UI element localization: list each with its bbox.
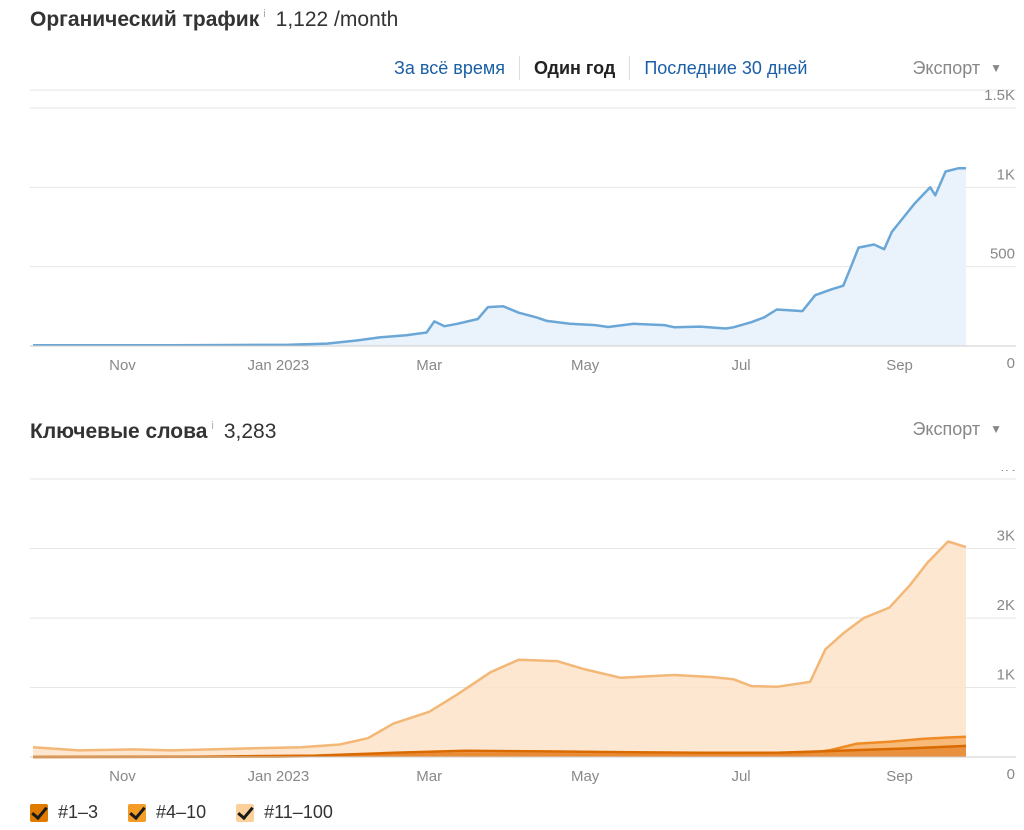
y-tick-label: 3K [997,528,1015,545]
checkbox-icon[interactable] [30,803,48,822]
y-tick-label: 2K [997,597,1015,614]
export-label: Экспорт [912,58,981,78]
traffic-info-icon[interactable]: i [263,8,266,20]
keywords-info-icon[interactable]: i [211,420,214,432]
keywords-title: Ключевые слова [30,420,208,443]
x-tick-label: Jul [731,768,750,785]
x-tick-label: Nov [109,357,136,374]
x-tick-label: May [571,768,600,785]
x-tick-label: Nov [109,768,136,785]
keywords-title-row: Ключевые слова i 3,283 [30,420,276,444]
tab-one-year[interactable]: Один год [533,58,616,78]
y-tick-label: 0 [1007,355,1015,372]
x-tick-label: Jan 2023 [248,357,310,374]
traffic-chart: 0 500 1K 1.5K Nov Jan 2023 Mar May Jul Sep [30,87,1016,374]
x-tick-label: May [571,357,600,374]
tab-divider [629,56,631,80]
legend-item-top10[interactable]: #4–10 [128,802,206,823]
checkbox-icon[interactable] [236,803,255,822]
legend-label: #4–10 [156,802,207,822]
series-area [33,541,966,757]
x-tick-label: Jan 2023 [248,768,310,785]
tab-all-time[interactable]: За всё время [394,58,505,78]
legend-label: #11–100 [264,802,333,822]
series-line [32,744,967,759]
traffic-value: 1,122 /month [275,8,399,31]
period-tabs: За всё время Один год Последние 30 дней [380,55,821,81]
chevron-down-icon: ▼ [990,61,1002,75]
y-tick-label: 1.5K [984,87,1015,104]
y-tick-label: 1K [997,667,1015,684]
tab-last-30-days[interactable]: Последние 30 дней [644,58,808,78]
y-tick-label: 0 [1007,766,1015,783]
y-tick-label: 4K [997,470,1015,475]
traffic-export-button[interactable]: Экспорт ▼ [912,58,1002,79]
tab-divider [518,56,520,80]
y-tick-label: 1K [997,166,1015,183]
x-tick-label: Sep [886,768,913,785]
keywords-legend: #1–3 #4–10 #11–100 [30,802,363,823]
series-line [33,167,966,347]
export-label: Экспорт [912,419,981,439]
x-tick-label: Sep [886,357,913,374]
traffic-title-row: Органический трафик i 1,122 /month [30,8,398,32]
traffic-title: Органический трафик [30,8,260,31]
chevron-down-icon: ▼ [990,422,1002,436]
keywords-chart: 0 1K 2K 3K 4K Nov Jan 2023 Mar May Jul Sep [30,470,1016,785]
legend-item-top3[interactable]: #1–3 [30,802,98,823]
keywords-value: 3,283 [223,420,277,443]
series-area [33,168,966,346]
legend-label: #1–3 [58,802,99,822]
keywords-export-button[interactable]: Экспорт ▼ [912,419,1002,440]
x-tick-label: Jul [731,357,750,374]
x-tick-label: Mar [416,768,442,785]
x-tick-label: Mar [416,357,442,374]
series-line [32,540,967,752]
y-tick-label: 500 [990,246,1015,263]
legend-item-top100[interactable]: #11–100 [236,802,333,823]
checkbox-icon[interactable] [128,803,147,822]
